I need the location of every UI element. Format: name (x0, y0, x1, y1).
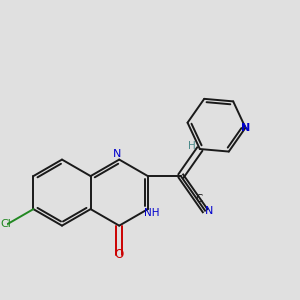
Text: H: H (188, 141, 196, 151)
Text: O: O (115, 248, 124, 261)
Text: C: C (195, 194, 203, 203)
Text: N: N (113, 149, 122, 159)
Text: N: N (241, 123, 250, 133)
Text: Cl: Cl (0, 219, 11, 229)
Text: NH: NH (144, 208, 159, 218)
Text: N: N (205, 206, 213, 216)
